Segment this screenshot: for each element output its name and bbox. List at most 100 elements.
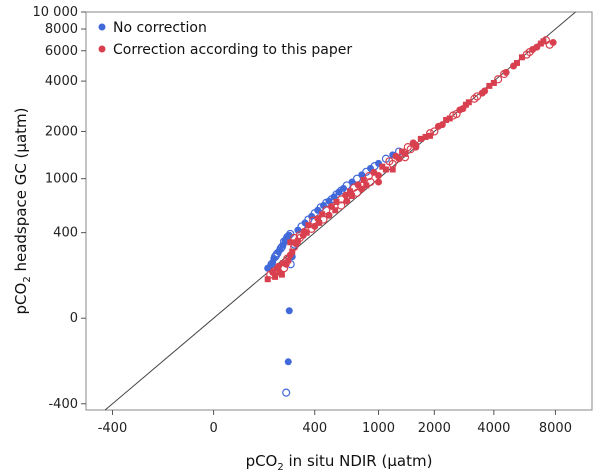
point-no-correction [285, 307, 293, 315]
legend-marker-no-correction [98, 23, 106, 31]
y-tick-label: 4000 [45, 74, 78, 89]
x-axis-title: pCO2 in situ NDIR (µatm) [246, 452, 433, 473]
data-points [264, 36, 557, 397]
point-correction [417, 135, 424, 142]
point-correction [502, 68, 510, 76]
y-tick-label: 6000 [45, 44, 78, 59]
point-no-correction [339, 184, 347, 192]
y-tick-label: -400 [48, 397, 78, 412]
point-correction [300, 227, 308, 235]
x-tick-label: 1000 [362, 421, 395, 436]
point-correction [412, 143, 420, 151]
point-correction [305, 222, 312, 229]
point-correction [427, 132, 434, 139]
point-correction [462, 101, 469, 108]
point-correction [337, 201, 346, 210]
point-no-correction [270, 252, 280, 261]
point-correction [537, 40, 544, 47]
point-correction [382, 166, 389, 173]
legend-label-correction: Correction according to this paper [113, 42, 352, 58]
point-correction [529, 46, 537, 54]
point-correction [541, 36, 551, 45]
x-tick-label: 8000 [539, 421, 572, 436]
point-correction [385, 157, 394, 166]
y-tick-label: 1000 [45, 172, 78, 187]
point-correction [333, 198, 340, 205]
point-correction [443, 116, 450, 123]
y-axis-ticks: -400 0 400 1000 2000 4000 6000 8000 10 000 [33, 5, 86, 412]
point-correction [478, 89, 486, 97]
point-correction [287, 239, 294, 246]
point-correction [364, 172, 373, 181]
point-no-correction [342, 181, 351, 190]
point-correction [513, 59, 520, 66]
point-correction [349, 193, 356, 200]
plot-frame [85, 11, 593, 411]
point-no-correction [308, 212, 316, 220]
point-correction [446, 115, 453, 122]
point-correction [264, 276, 271, 283]
point-correction [403, 142, 412, 152]
point-correction [490, 79, 497, 86]
point-correction [400, 153, 410, 162]
point-correction [379, 163, 386, 170]
point-correction [332, 207, 339, 214]
point-no-correction [284, 358, 292, 366]
x-tick-label: -400 [98, 421, 128, 436]
point-correction [316, 219, 323, 226]
point-no-correction [282, 388, 291, 397]
point-correction [549, 38, 557, 46]
point-correction [346, 188, 353, 195]
legend: No correction Correction according to th… [98, 20, 352, 58]
point-correction [392, 152, 400, 160]
point-correction [322, 206, 331, 215]
point-no-correction [362, 167, 371, 176]
x-tick-label: 2000 [418, 421, 451, 436]
point-correction [290, 233, 299, 243]
x-tick-label: 400 [302, 421, 327, 436]
y-tick-label: 8000 [45, 22, 78, 37]
point-correction [375, 178, 383, 186]
y-tick-label: 400 [53, 226, 78, 241]
point-correction [472, 92, 482, 101]
point-correction [328, 202, 336, 210]
point-correction [370, 168, 378, 176]
point-correction [422, 133, 429, 140]
legend-marker-correction [98, 45, 106, 53]
point-correction [363, 182, 370, 189]
x-tick-label: 4000 [477, 421, 510, 436]
point-correction [456, 106, 464, 114]
point-correction [293, 239, 300, 246]
y-tick-label: 2000 [45, 124, 78, 139]
point-correction [470, 94, 479, 103]
point-correction [486, 82, 493, 89]
point-correction [285, 257, 292, 264]
point-no-correction [277, 242, 286, 251]
point-correction [518, 54, 525, 61]
point-correction [360, 176, 367, 183]
point-correction [522, 50, 531, 59]
point-correction [337, 195, 346, 204]
point-correction [494, 75, 503, 84]
point-correction [278, 271, 285, 278]
legend-label-no-correction: No correction [113, 20, 207, 36]
point-correction [430, 127, 439, 136]
x-axis-ticks: -400 0 400 1000 2000 4000 8000 [98, 410, 572, 436]
point-correction [272, 273, 279, 280]
y-axis-title: pCO2 headspace GC (µatm) [12, 108, 33, 315]
point-correction [319, 211, 326, 218]
y-tick-label: 10 000 [33, 5, 79, 20]
point-correction [289, 248, 296, 255]
point-correction [434, 122, 442, 130]
point-correction [449, 111, 458, 120]
point-correction [389, 166, 396, 173]
one-to-one-reference-line [104, 11, 576, 411]
point-correction [273, 264, 281, 272]
y-tick-label: 0 [70, 311, 78, 326]
point-correction [399, 148, 406, 155]
x-tick-label: 0 [209, 421, 217, 436]
point-correction [279, 260, 286, 267]
point-correction [366, 177, 375, 187]
point-correction [354, 181, 362, 189]
